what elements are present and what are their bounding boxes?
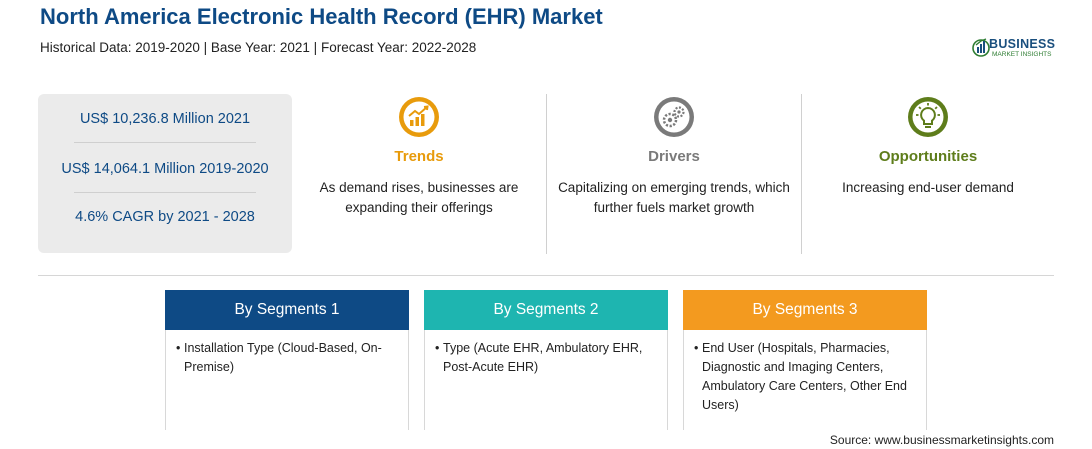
logo-text-insights: MARKET INSIGHTS — [992, 51, 1052, 58]
company-logo: BUSINESS MARKET INSIGHTS — [972, 36, 1062, 60]
segment-header-1: By Segments 1 — [165, 290, 409, 330]
trends-column: Trends As demand rises, businesses are e… — [299, 96, 539, 256]
segment-content-2: • Type (Acute EHR, Ambulatory EHR, Post-… — [424, 330, 668, 430]
opportunities-text: Increasing end-user demand — [842, 180, 1014, 195]
segment-card-1: By Segments 1 • Installation Type (Cloud… — [165, 290, 409, 430]
stat-market-value-historical: US$ 14,064.1 Million 2019-2020 — [61, 161, 269, 177]
page-subtitle: Historical Data: 2019-2020 | Base Year: … — [40, 40, 477, 55]
bullet-icon: • — [435, 341, 440, 355]
segment-item: • Installation Type (Cloud-Based, On-Pre… — [176, 339, 394, 377]
segment-card-3: By Segments 3 • End User (Hospitals, Pha… — [683, 290, 927, 430]
trends-text: As demand rises, businesses are expandin… — [319, 180, 519, 215]
bullet-icon: • — [694, 341, 699, 355]
gears-icon — [654, 97, 694, 137]
opportunities-column: Opportunities Increasing end-user demand — [808, 96, 1048, 256]
segment-item: • End User (Hospitals, Pharmacies, Diagn… — [694, 339, 912, 415]
stat-divider — [74, 192, 256, 193]
segment-card-2: By Segments 2 • Type (Acute EHR, Ambulat… — [424, 290, 668, 430]
trends-heading: Trends — [394, 148, 444, 165]
logo-text-business: BUSINESS — [989, 37, 1056, 51]
trend-chart-icon — [399, 97, 439, 137]
stat-cagr: 4.6% CAGR by 2021 - 2028 — [75, 209, 255, 225]
section-divider — [38, 275, 1054, 276]
segment-content-1: • Installation Type (Cloud-Based, On-Pre… — [165, 330, 409, 430]
drivers-column: Drivers Capitalizing on emerging trends,… — [554, 96, 794, 256]
column-divider — [546, 94, 547, 254]
bullet-icon: • — [176, 341, 181, 355]
logo-mark-icon — [972, 38, 990, 57]
stat-divider — [74, 142, 256, 143]
market-stats-panel: US$ 10,236.8 Million 2021 US$ 14,064.1 M… — [38, 94, 292, 253]
drivers-text: Capitalizing on emerging trends, which f… — [558, 180, 790, 215]
opportunities-heading: Opportunities — [878, 148, 978, 165]
page-title: North America Electronic Health Record (… — [40, 4, 603, 29]
segment-header-2: By Segments 2 — [424, 290, 668, 330]
drivers-heading: Drivers — [648, 148, 700, 165]
column-divider — [801, 94, 802, 254]
stat-market-value-2021: US$ 10,236.8 Million 2021 — [79, 111, 251, 127]
segment-item: • Type (Acute EHR, Ambulatory EHR, Post-… — [435, 339, 653, 377]
segment-item-text: Type (Acute EHR, Ambulatory EHR, Post-Ac… — [443, 341, 643, 374]
segment-item-text: Installation Type (Cloud-Based, On-Premi… — [184, 341, 382, 374]
lightbulb-icon — [908, 97, 948, 137]
segment-item-text: End User (Hospitals, Pharmacies, Diagnos… — [702, 341, 907, 412]
source-note: Source: www.businessmarketinsights.com — [829, 433, 1054, 447]
segment-header-3: By Segments 3 — [683, 290, 927, 330]
segment-content-3: • End User (Hospitals, Pharmacies, Diagn… — [683, 330, 927, 430]
